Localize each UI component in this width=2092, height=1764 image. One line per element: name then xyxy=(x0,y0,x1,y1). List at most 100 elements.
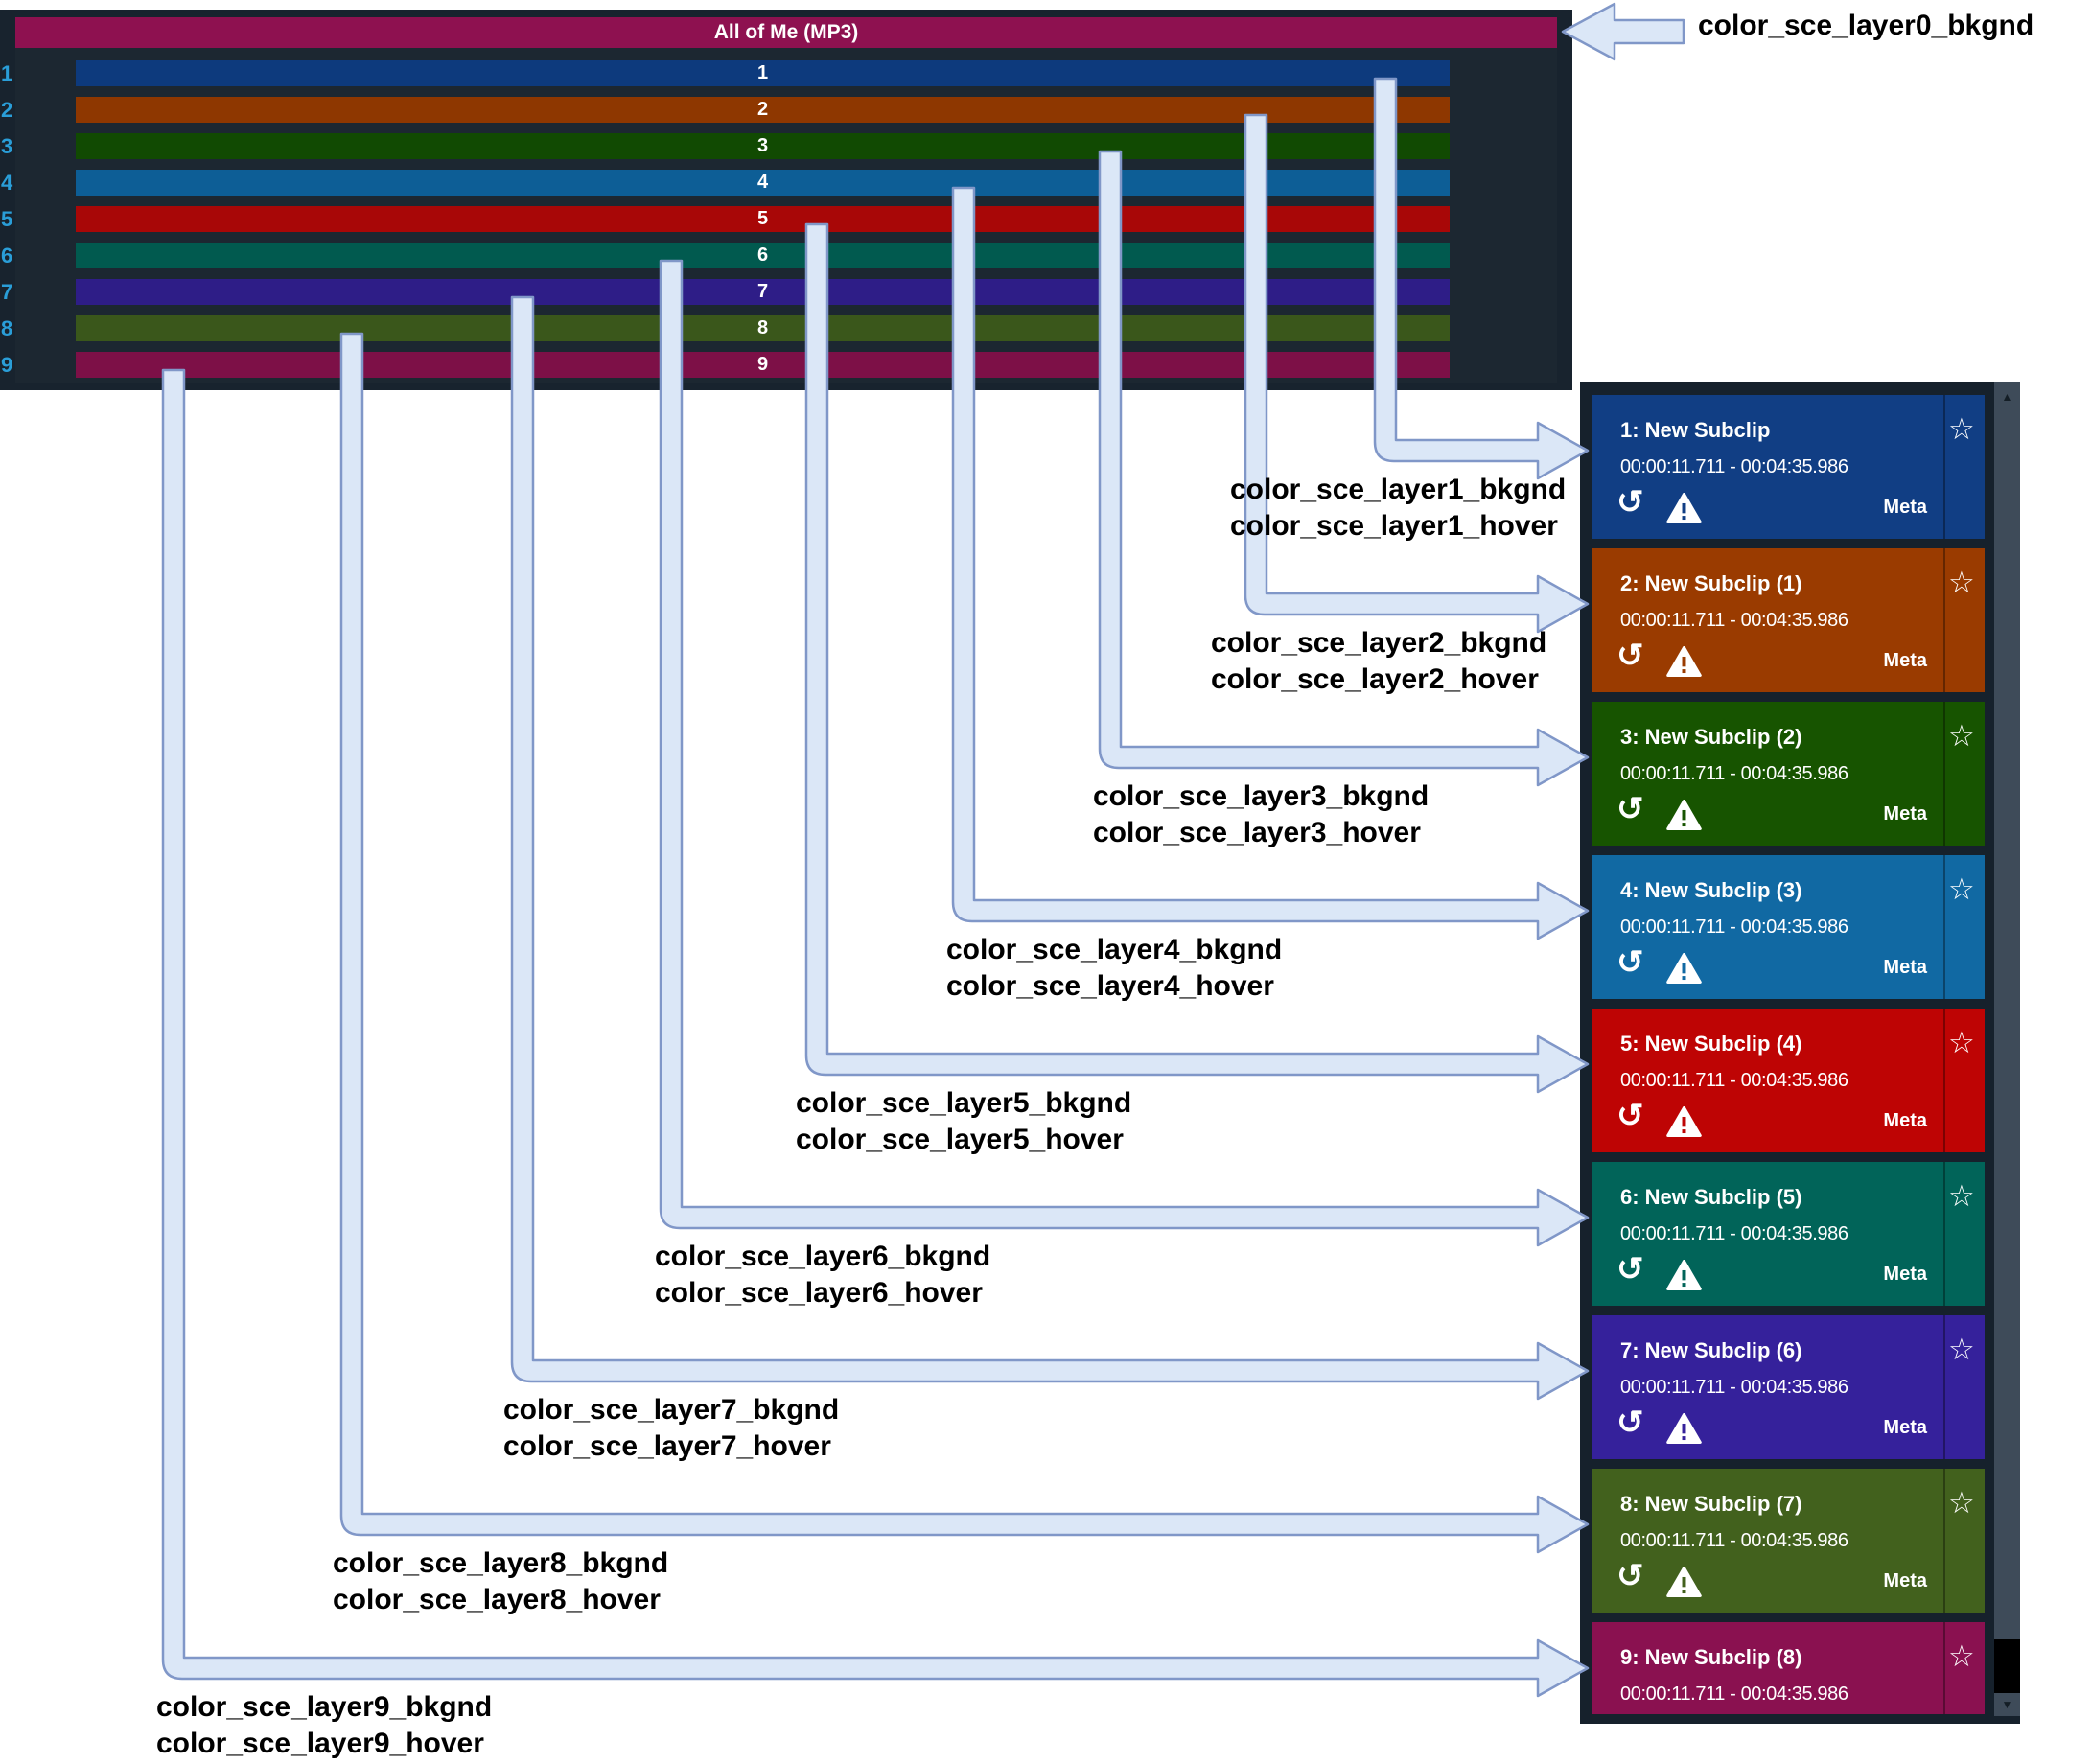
timeline-row-number: 8 xyxy=(1,316,13,340)
subclip-card-list: 1: New Subclip 00:00:11.711 - 00:04:35.9… xyxy=(1580,382,2020,1714)
warning-triangle-icon[interactable] xyxy=(1666,1413,1702,1444)
scroll-up-button[interactable]: ▲ xyxy=(1994,382,2020,412)
annotation-layer5-label: color_sce_layer5_bkgnd color_sce_layer5_… xyxy=(796,1085,1131,1158)
subclip-card-6[interactable]: 6: New Subclip (5) 00:00:11.711 - 00:04:… xyxy=(1592,1162,1985,1306)
meta-button[interactable]: Meta xyxy=(1883,803,1927,824)
subclip-card-title: 4: New Subclip (3) xyxy=(1620,878,1802,902)
subclip-card-4[interactable]: 4: New Subclip (3) 00:00:11.711 - 00:04:… xyxy=(1592,855,1985,999)
annotation-hover-text: color_sce_layer6_hover xyxy=(655,1277,983,1309)
subclip-card-7[interactable]: 7: New Subclip (6) 00:00:11.711 - 00:04:… xyxy=(1592,1315,1985,1459)
annotation-bkgnd-text: color_sce_layer4_bkgnd xyxy=(946,934,1283,965)
annotation-layer9-label: color_sce_layer9_bkgnd color_sce_layer9_… xyxy=(156,1689,492,1762)
annotation-layer6-label: color_sce_layer6_bkgnd color_sce_layer6_… xyxy=(655,1239,990,1311)
meta-button[interactable]: Meta xyxy=(1883,1417,1927,1438)
subclip-card-timecode: 00:00:11.711 - 00:04:35.986 xyxy=(1620,610,1848,631)
annotation-layer3-label: color_sce_layer3_bkgnd color_sce_layer3_… xyxy=(1093,778,1429,851)
warning-triangle-icon[interactable] xyxy=(1666,646,1702,677)
meta-button[interactable]: Meta xyxy=(1883,497,1927,518)
meta-button[interactable]: Meta xyxy=(1883,1264,1927,1285)
scrollbar-thumb[interactable] xyxy=(1994,382,2020,1639)
warning-triangle-icon[interactable] xyxy=(1666,1106,1702,1137)
card-divider xyxy=(1943,395,1945,539)
annotation-hover-text: color_sce_layer7_hover xyxy=(503,1430,831,1462)
timeline-layer-bar-3[interactable]: 3 xyxy=(76,133,1450,159)
undo-icon[interactable]: ↺ xyxy=(1616,1404,1644,1441)
timeline-layer-bar-9[interactable]: 9 xyxy=(76,352,1450,378)
meta-button[interactable]: Meta xyxy=(1883,1110,1927,1131)
subclip-card-title: 6: New Subclip (5) xyxy=(1620,1185,1802,1209)
scroll-down-button[interactable]: ▼ xyxy=(1994,1693,2020,1716)
timeline-layer-bar-2[interactable]: 2 xyxy=(76,97,1450,123)
timeline-layer-bar-6[interactable]: 6 xyxy=(76,243,1450,268)
subclip-list-panel: 1: New Subclip 00:00:11.711 - 00:04:35.9… xyxy=(1580,382,2020,1724)
annotation-layer2-label: color_sce_layer2_bkgnd color_sce_layer2_… xyxy=(1211,625,1546,698)
subclip-card-timecode: 00:00:11.711 - 00:04:35.986 xyxy=(1620,1070,1848,1091)
subclip-card-title: 9: New Subclip (8) xyxy=(1620,1645,1802,1669)
favorite-star-icon[interactable]: ☆ xyxy=(1948,872,1975,906)
timeline-row-number: 1 xyxy=(1,61,13,85)
timeline-layer-bar-8[interactable]: 8 xyxy=(76,315,1450,341)
undo-icon[interactable]: ↺ xyxy=(1616,944,1644,981)
timeline-layer-bar-4[interactable]: 4 xyxy=(76,170,1450,196)
undo-icon[interactable]: ↺ xyxy=(1616,791,1644,827)
undo-icon[interactable]: ↺ xyxy=(1616,1710,1644,1714)
subclip-card-title: 3: New Subclip (2) xyxy=(1620,725,1802,749)
favorite-star-icon[interactable]: ☆ xyxy=(1948,1333,1975,1366)
warning-triangle-icon[interactable] xyxy=(1666,953,1702,984)
subclip-card-8[interactable]: 8: New Subclip (7) 00:00:11.711 - 00:04:… xyxy=(1592,1469,1985,1613)
annotation-bkgnd-text: color_sce_layer5_bkgnd xyxy=(796,1087,1132,1119)
annotation-layer4-label: color_sce_layer4_bkgnd color_sce_layer4_… xyxy=(946,932,1282,1005)
annotation-layer0-label: color_sce_layer0_bkgnd xyxy=(1698,8,2034,44)
clip-title-bar[interactable]: All of Me (MP3) xyxy=(15,17,1557,48)
subclip-card-timecode: 00:00:11.711 - 00:04:35.986 xyxy=(1620,1530,1848,1551)
annotation-bkgnd-text: color_sce_layer0_bkgnd xyxy=(1698,10,2034,41)
favorite-star-icon[interactable]: ☆ xyxy=(1948,1639,1975,1673)
warning-triangle-icon[interactable] xyxy=(1666,800,1702,830)
undo-icon[interactable]: ↺ xyxy=(1616,1098,1644,1134)
subclip-card-2[interactable]: 2: New Subclip (1) 00:00:11.711 - 00:04:… xyxy=(1592,548,1985,692)
subclip-card-title: 2: New Subclip (1) xyxy=(1620,571,1802,595)
meta-button[interactable]: Meta xyxy=(1883,957,1927,978)
card-divider xyxy=(1943,1469,1945,1613)
annotation-bkgnd-text: color_sce_layer7_bkgnd xyxy=(503,1394,840,1426)
annotation-bkgnd-text: color_sce_layer6_bkgnd xyxy=(655,1241,991,1272)
subclip-card-title: 7: New Subclip (6) xyxy=(1620,1338,1802,1362)
scrollbar[interactable]: ▲ ▼ xyxy=(1994,382,2020,1716)
timeline-row-number: 3 xyxy=(1,134,13,158)
timeline-layer-bar-5[interactable]: 5 xyxy=(76,206,1450,232)
favorite-star-icon[interactable]: ☆ xyxy=(1948,412,1975,446)
subclip-card-1[interactable]: 1: New Subclip 00:00:11.711 - 00:04:35.9… xyxy=(1592,395,1985,539)
timeline-row-number: 9 xyxy=(1,353,13,377)
timeline-layer-bar-1[interactable]: 1 xyxy=(76,60,1450,86)
favorite-star-icon[interactable]: ☆ xyxy=(1948,1026,1975,1059)
subclip-card-3[interactable]: 3: New Subclip (2) 00:00:11.711 - 00:04:… xyxy=(1592,702,1985,846)
warning-triangle-icon[interactable] xyxy=(1666,1567,1702,1597)
favorite-star-icon[interactable]: ☆ xyxy=(1948,1486,1975,1520)
warning-triangle-icon[interactable] xyxy=(1666,1260,1702,1290)
scroll-down-icon: ▼ xyxy=(2001,1698,2013,1711)
annotation-bkgnd-text: color_sce_layer8_bkgnd xyxy=(333,1547,669,1579)
undo-icon[interactable]: ↺ xyxy=(1616,1558,1644,1594)
card-divider xyxy=(1943,1009,1945,1152)
undo-icon[interactable]: ↺ xyxy=(1616,1251,1644,1288)
timeline-row-number: 6 xyxy=(1,244,13,267)
meta-button[interactable]: Meta xyxy=(1883,1570,1927,1591)
annotation-hover-text: color_sce_layer9_hover xyxy=(156,1728,484,1759)
subclip-card-5[interactable]: 5: New Subclip (4) 00:00:11.711 - 00:04:… xyxy=(1592,1009,1985,1152)
undo-icon[interactable]: ↺ xyxy=(1616,484,1644,521)
card-divider xyxy=(1943,855,1945,999)
card-divider xyxy=(1943,548,1945,692)
timeline-row-number: 2 xyxy=(1,98,13,122)
subclip-card-title: 8: New Subclip (7) xyxy=(1620,1492,1802,1516)
annotation-hover-text: color_sce_layer2_hover xyxy=(1211,663,1539,695)
card-divider xyxy=(1943,1162,1945,1306)
annotation-layer1-label: color_sce_layer1_bkgnd color_sce_layer1_… xyxy=(1230,472,1566,545)
favorite-star-icon[interactable]: ☆ xyxy=(1948,566,1975,599)
meta-button[interactable]: Meta xyxy=(1883,650,1927,671)
favorite-star-icon[interactable]: ☆ xyxy=(1948,1179,1975,1213)
favorite-star-icon[interactable]: ☆ xyxy=(1948,719,1975,753)
warning-triangle-icon[interactable] xyxy=(1666,493,1702,523)
timeline-layer-bar-7[interactable]: 7 xyxy=(76,279,1450,305)
subclip-card-9[interactable]: 9: New Subclip (8) 00:00:11.711 - 00:04:… xyxy=(1592,1622,1985,1714)
undo-icon[interactable]: ↺ xyxy=(1616,638,1644,674)
